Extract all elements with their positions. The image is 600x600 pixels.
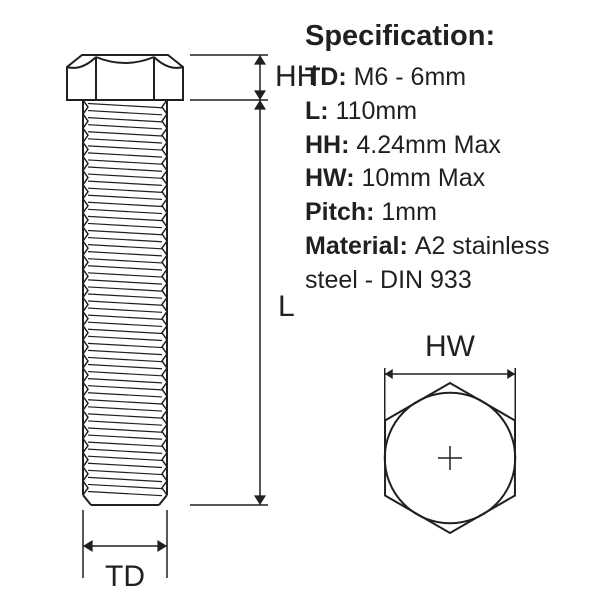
l-label: L <box>278 290 295 324</box>
spec-table: Specification: TD: M6 - 6mmL: 110mmHH: 4… <box>305 20 585 297</box>
spec-label: HW: <box>305 164 361 192</box>
spec-label: Pitch: <box>305 198 381 226</box>
spec-row: HH: 4.24mm Max <box>305 129 585 163</box>
spec-row: Material: A2 stainless steel - DIN 933 <box>305 230 585 298</box>
spec-value: 4.24mm Max <box>356 131 500 159</box>
hw-diagram: HW <box>340 330 560 548</box>
spec-row: L: 110mm <box>305 95 585 129</box>
spec-value: M6 - 6mm <box>354 63 467 91</box>
hw-label: HW <box>340 330 560 364</box>
spec-label: HH: <box>305 131 356 159</box>
spec-label: TD: <box>305 63 354 91</box>
spec-value: 10mm Max <box>361 164 485 192</box>
hex-top-view <box>340 368 560 543</box>
spec-title: Specification: <box>305 20 585 53</box>
spec-row: TD: M6 - 6mm <box>305 61 585 95</box>
spec-row: Pitch: 1mm <box>305 196 585 230</box>
spec-label: L: <box>305 97 336 125</box>
spec-value: 1mm <box>381 198 437 226</box>
spec-value: 110mm <box>336 97 418 125</box>
td-label: TD <box>105 560 145 594</box>
spec-row: HW: 10mm Max <box>305 162 585 196</box>
spec-label: Material: <box>305 232 415 260</box>
